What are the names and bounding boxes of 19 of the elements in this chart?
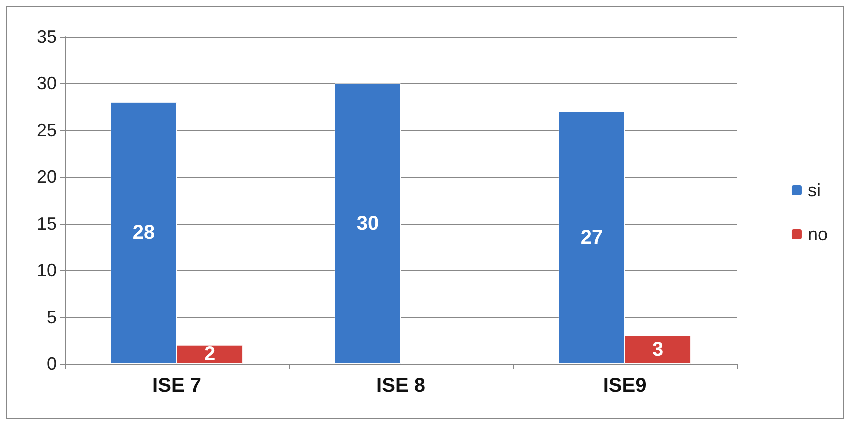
y-tick-label: 5 xyxy=(46,307,57,328)
y-tick-label: 30 xyxy=(36,74,57,94)
x-tick-label: ISE 8 xyxy=(376,375,426,397)
legend-label: si xyxy=(808,180,821,200)
data-label: 3 xyxy=(652,338,664,361)
y-tick-label: 20 xyxy=(36,167,57,188)
data-label: 30 xyxy=(356,212,380,235)
data-label: 27 xyxy=(580,226,604,249)
x-tick-label: ISE9 xyxy=(603,375,647,397)
data-label: 2 xyxy=(204,344,216,366)
y-tick-label: 15 xyxy=(36,214,57,234)
data-label: 28 xyxy=(132,222,156,244)
x-tick-label: ISE 7 xyxy=(152,375,202,397)
legend-label: no xyxy=(808,224,828,244)
y-tick-label: 25 xyxy=(36,120,57,140)
y-tick-label: 35 xyxy=(36,27,57,47)
y-tick-label: 10 xyxy=(36,260,57,281)
y-tick-label: 0 xyxy=(46,354,57,374)
bar xyxy=(334,84,401,364)
